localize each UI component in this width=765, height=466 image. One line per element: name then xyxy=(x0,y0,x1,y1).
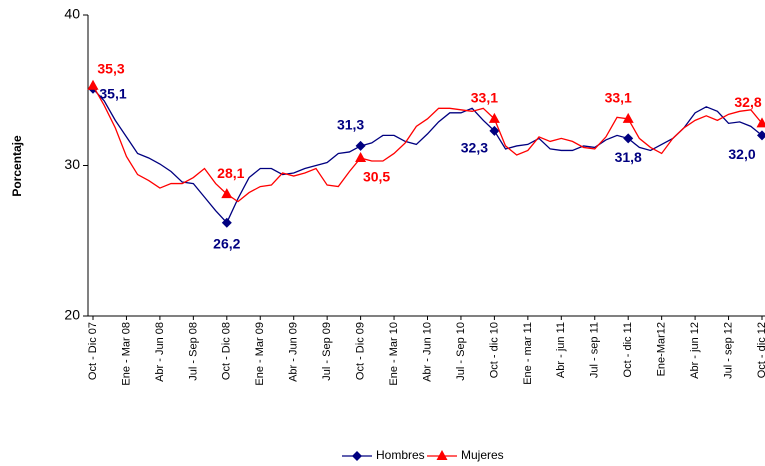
point-marker xyxy=(488,112,500,123)
point-marker xyxy=(623,133,634,144)
data-label: 31,3 xyxy=(337,117,364,133)
x-tick-label: Oct - Dic 08 xyxy=(221,322,233,380)
data-label: 28,1 xyxy=(217,165,244,181)
point-marker xyxy=(489,125,500,136)
point-marker xyxy=(355,140,366,151)
x-tick-label: Abr - jun 12 xyxy=(689,322,701,379)
x-tick-label: Ene-Mar12 xyxy=(656,322,668,376)
data-label: 35,3 xyxy=(97,60,124,76)
x-tick-label: Ene - mar 11 xyxy=(522,322,534,385)
x-tick-label: Oct - dic 12 xyxy=(756,322,765,378)
point-marker xyxy=(87,79,99,90)
point-marker xyxy=(756,117,765,128)
point-marker xyxy=(221,217,232,228)
x-tick-label: Abr - Jun 10 xyxy=(421,322,433,382)
data-label: 30,5 xyxy=(363,169,390,185)
data-label: 32,3 xyxy=(461,140,488,156)
x-tick-label: Ene - Mar 10 xyxy=(388,322,400,386)
data-label: 31,8 xyxy=(615,149,642,165)
data-label: 33,1 xyxy=(471,90,498,106)
x-tick-label: Oct - Dic 09 xyxy=(355,322,367,380)
data-label: 32,8 xyxy=(734,94,761,110)
legend-label: Mujeres xyxy=(461,448,504,462)
x-tick-label: Jul - sep 12 xyxy=(722,322,734,379)
x-tick-label: Abr - jun 11 xyxy=(555,322,567,378)
x-tick-label: Oct - Dic 07 xyxy=(87,322,99,380)
y-tick-label: 20 xyxy=(64,307,80,323)
x-tick-label: Jul - Sep 08 xyxy=(187,322,199,381)
data-label: 35,1 xyxy=(99,85,126,101)
point-marker xyxy=(355,151,367,162)
data-label: 32,0 xyxy=(728,146,755,162)
y-tick-label: 40 xyxy=(64,6,80,22)
y-tick-label: 30 xyxy=(64,156,80,172)
x-tick-label: Jul - sep 11 xyxy=(589,322,601,378)
x-tick-label: Jul - Sep 10 xyxy=(455,322,467,381)
x-tick-label: Oct - dic 10 xyxy=(488,322,500,378)
legend-marker xyxy=(436,450,448,460)
series-line xyxy=(92,85,763,203)
x-tick-label: Ene - Mar 09 xyxy=(254,322,266,386)
data-label: 33,1 xyxy=(605,90,632,106)
x-tick-label: Oct - dic 11 xyxy=(622,322,634,377)
point-marker xyxy=(221,188,233,199)
x-tick-label: Abr - Jun 09 xyxy=(288,322,300,382)
data-label: 26,2 xyxy=(213,235,240,251)
y-axis-label: Porcentaje xyxy=(10,135,24,197)
legend-label: Hombres xyxy=(376,448,425,462)
x-tick-label: Abr - Jun 08 xyxy=(154,322,166,382)
point-marker xyxy=(757,130,765,141)
point-marker xyxy=(622,112,634,123)
series-line xyxy=(92,88,763,224)
x-tick-label: Ene - Mar 08 xyxy=(120,322,132,386)
x-tick-label: Jul - Sep 09 xyxy=(321,322,333,381)
legend-marker xyxy=(352,451,362,461)
